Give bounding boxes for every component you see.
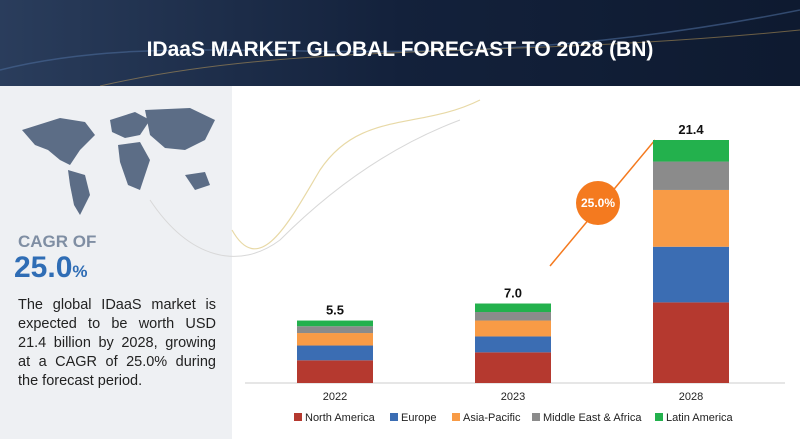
badge-label: 25.0%	[581, 196, 615, 210]
legend-label: North America	[305, 412, 376, 424]
bar-segment	[475, 352, 551, 383]
cagr-number: 25.0	[14, 251, 72, 284]
legend-label: Latin America	[666, 412, 734, 424]
description: The global IDaaS market is expected to b…	[18, 297, 216, 389]
legend-swatch	[532, 413, 540, 421]
legend-swatch	[390, 413, 398, 421]
bar-segment	[653, 140, 729, 162]
bar-segment	[653, 302, 729, 383]
header-bg	[0, 0, 800, 86]
legend-label: Asia-Pacific	[463, 412, 521, 424]
total-label: 21.4	[678, 122, 704, 137]
badge-circle	[576, 181, 620, 225]
header-streak	[99, 29, 800, 87]
world-map	[22, 108, 215, 215]
legend-swatch	[452, 413, 460, 421]
legend-label: Middle East & Africa	[543, 412, 642, 424]
chart-title: IDaaS MARKET GLOBAL FORECAST TO 2028 (BN…	[147, 38, 654, 61]
x-tick-label: 2022	[323, 391, 347, 403]
bar-segment	[475, 303, 551, 313]
bar-segment	[653, 189, 729, 247]
bar-segment	[475, 320, 551, 337]
x-tick-label: 2028	[679, 391, 703, 403]
bar-segment	[653, 161, 729, 190]
bar-segment	[297, 360, 373, 383]
x-tick-label: 2023	[501, 391, 525, 403]
total-label: 5.5	[326, 303, 344, 318]
bar-segment	[653, 246, 729, 303]
legend-swatch	[294, 413, 302, 421]
header-streak	[0, 9, 800, 71]
bar-segment	[297, 345, 373, 361]
cagr-label: CAGR OF	[18, 232, 96, 251]
cagr-value: 25.0%	[14, 251, 88, 284]
bar-segment	[297, 326, 373, 334]
legend-swatch	[655, 413, 663, 421]
decor-curve	[149, 119, 461, 257]
bar-segment	[475, 336, 551, 353]
bar-segment	[297, 333, 373, 346]
cagr-unit: %	[72, 262, 87, 281]
bar-segment	[297, 320, 373, 327]
decor-curve	[231, 99, 481, 250]
legend-label: Europe	[401, 412, 436, 424]
bar-segment	[475, 312, 551, 321]
total-label: 7.0	[504, 286, 522, 301]
